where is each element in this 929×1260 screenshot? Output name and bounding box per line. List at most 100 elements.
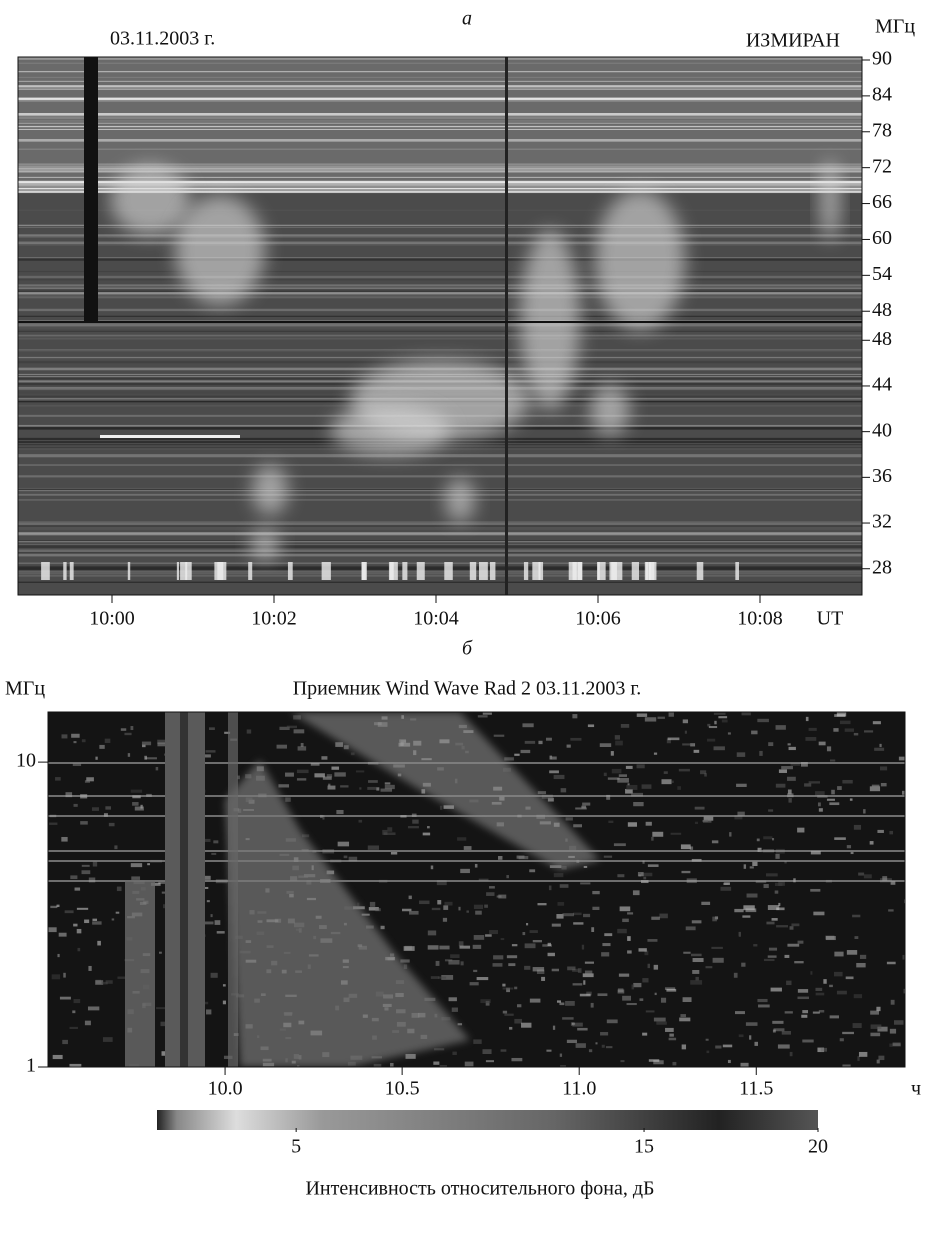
noise xyxy=(355,770,365,773)
y-tick-label: 40 xyxy=(872,419,892,441)
noise xyxy=(297,746,307,751)
noise xyxy=(704,773,707,777)
noise xyxy=(715,1045,722,1049)
x-tick-label: 10.0 xyxy=(208,1078,243,1100)
noise xyxy=(757,718,769,723)
noise xyxy=(559,1002,565,1006)
stripe xyxy=(18,226,862,227)
noise xyxy=(486,892,495,896)
noise xyxy=(336,809,344,815)
noise xyxy=(771,837,775,841)
noise xyxy=(893,1020,904,1025)
x-tick-label: 10:04 xyxy=(413,608,459,630)
noise xyxy=(532,939,542,943)
noise xyxy=(661,779,672,785)
noise xyxy=(86,777,94,782)
noise xyxy=(804,783,812,787)
noise xyxy=(586,991,592,996)
noise xyxy=(95,980,104,985)
stripe xyxy=(18,464,862,466)
x-tick-label: 10:02 xyxy=(251,608,297,630)
x-tick-label: 10:00 xyxy=(89,608,135,630)
noise xyxy=(642,860,645,864)
noise xyxy=(403,946,415,951)
noise xyxy=(382,829,388,835)
noise xyxy=(657,716,665,719)
noise xyxy=(778,902,781,906)
noise xyxy=(787,789,792,795)
noise xyxy=(390,1062,394,1067)
noise xyxy=(737,811,745,816)
noise xyxy=(489,930,499,935)
noise xyxy=(553,774,565,780)
noise xyxy=(678,768,690,772)
noise xyxy=(71,733,80,738)
stripe xyxy=(18,182,862,186)
noise xyxy=(763,958,775,962)
stripe xyxy=(18,180,862,184)
stripe xyxy=(18,191,862,194)
noise xyxy=(522,723,534,728)
noise xyxy=(73,803,78,807)
noise xyxy=(784,861,787,864)
noise xyxy=(522,932,526,936)
noise xyxy=(448,997,457,1002)
noise xyxy=(328,783,331,787)
noise xyxy=(492,963,503,967)
noise xyxy=(92,918,98,921)
noise xyxy=(606,1019,618,1024)
noise xyxy=(566,1039,578,1044)
noise xyxy=(839,720,851,725)
noise xyxy=(59,996,71,1000)
noise xyxy=(65,792,73,798)
noise xyxy=(753,944,758,947)
y-tick-label: 28 xyxy=(872,556,892,578)
noise xyxy=(763,884,769,889)
colorbar-tick-label: 5 xyxy=(291,1136,301,1158)
noise xyxy=(296,769,309,774)
noise xyxy=(278,784,290,788)
noise xyxy=(666,738,671,744)
noise xyxy=(448,960,460,965)
noise xyxy=(87,1006,100,1011)
noise xyxy=(872,721,881,725)
stripe xyxy=(18,224,862,228)
spectrogram-b xyxy=(48,712,905,1067)
stripe xyxy=(18,540,862,542)
noise xyxy=(434,1048,445,1051)
noise xyxy=(898,756,905,761)
stripe xyxy=(18,279,862,281)
burst xyxy=(225,760,470,1067)
noise xyxy=(618,774,628,777)
noise xyxy=(682,997,692,1003)
noise xyxy=(644,950,649,956)
y-tick-label: 48 xyxy=(872,328,892,350)
noise xyxy=(617,989,625,994)
noise xyxy=(842,1064,851,1067)
noise xyxy=(681,870,691,874)
noise xyxy=(836,990,847,995)
burst xyxy=(252,465,288,515)
stripe xyxy=(18,475,862,478)
stripe xyxy=(18,76,862,78)
stripe xyxy=(18,581,862,583)
noise xyxy=(651,916,660,920)
noise xyxy=(890,999,895,1005)
noise xyxy=(641,872,653,877)
noise xyxy=(502,983,506,987)
y-tick-label: 48 xyxy=(872,299,892,321)
stripe xyxy=(18,113,862,116)
stripe xyxy=(18,591,862,593)
noise xyxy=(384,782,391,785)
noise xyxy=(157,742,166,747)
noise xyxy=(538,740,543,745)
noise xyxy=(475,910,482,915)
noise xyxy=(722,1044,733,1048)
noise xyxy=(73,923,78,927)
noise xyxy=(607,777,620,780)
noise xyxy=(736,752,746,757)
y-tick-label: 72 xyxy=(872,155,892,177)
noise xyxy=(636,764,645,769)
noise xyxy=(529,930,538,934)
